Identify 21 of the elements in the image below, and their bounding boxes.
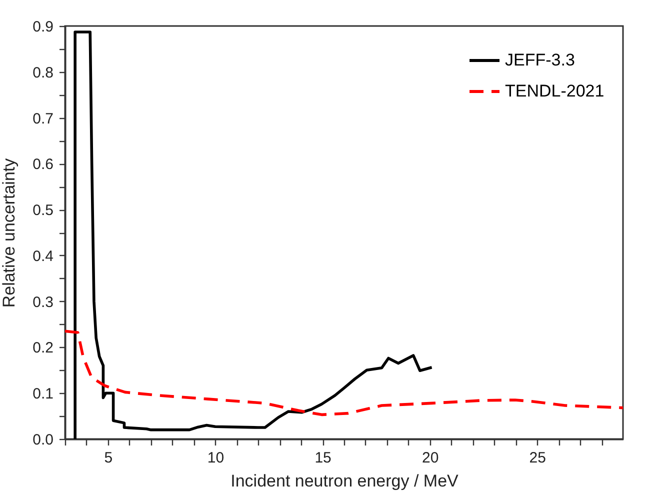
x-tick-label: 5	[104, 450, 113, 466]
legend-label: TENDL-2021	[505, 82, 604, 100]
line-series	[64, 330, 624, 416]
line-series	[74, 30, 434, 440]
y-tick-label: 0.0	[32, 432, 54, 448]
y-tick-label: 0.1	[32, 386, 54, 403]
y-axis-title: Relative uncertainty	[0, 158, 19, 308]
y-tick-label: 0.9	[32, 18, 54, 36]
y-tick-label: 0.7	[32, 110, 54, 128]
y-tick-label: 0.5	[32, 202, 54, 220]
y-tick-label: 0.3	[32, 294, 54, 311]
y-tick-label: 0.8	[32, 64, 54, 82]
x-tick-label: 15	[314, 450, 332, 466]
x-axis-title: Incident neutron energy / MeV	[230, 472, 460, 490]
y-tick-label: 0.2	[32, 340, 54, 357]
x-tick-label: 20	[422, 450, 439, 466]
x-tick-label: 10	[207, 450, 224, 466]
legend-label: JEFF-3.3	[505, 50, 575, 70]
x-tick-label: 25	[529, 450, 546, 466]
y-tick-label: 0.6	[32, 156, 54, 174]
y-tick-label: 0.4	[32, 248, 54, 265]
